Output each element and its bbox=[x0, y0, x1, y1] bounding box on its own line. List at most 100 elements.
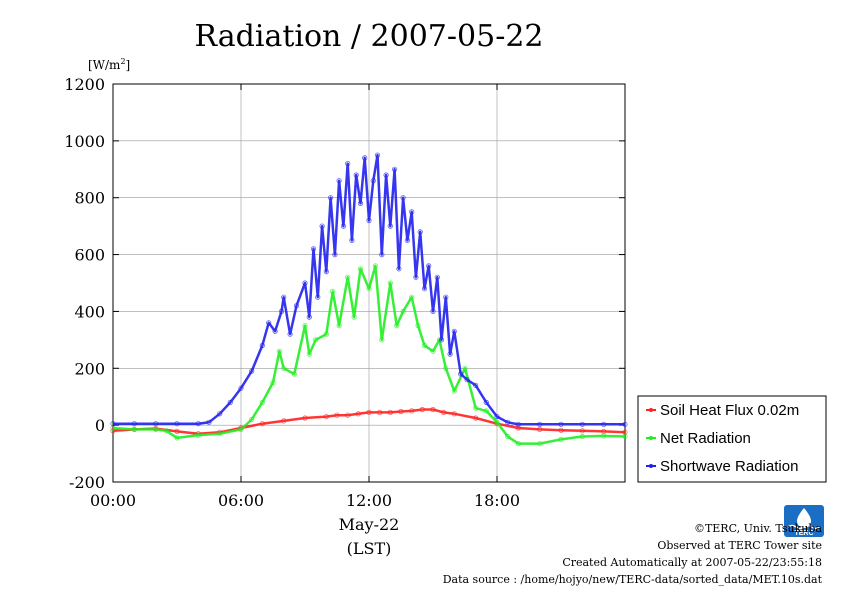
legend-box bbox=[637, 395, 827, 483]
data-point bbox=[558, 436, 564, 442]
data-point bbox=[306, 314, 312, 320]
data-point bbox=[622, 421, 628, 427]
data-point bbox=[409, 294, 415, 300]
y-tick-label: 800 bbox=[74, 189, 105, 208]
data-point bbox=[281, 294, 287, 300]
data-point bbox=[409, 408, 415, 414]
data-point bbox=[579, 428, 585, 434]
data-point bbox=[131, 426, 137, 432]
data-point bbox=[601, 433, 607, 439]
data-point bbox=[430, 308, 436, 314]
data-point bbox=[281, 365, 287, 371]
series-line-shortwave-radiation bbox=[113, 153, 625, 426]
data-point bbox=[315, 294, 321, 300]
series-line-soil-heat-flux-0-02m bbox=[112, 408, 626, 435]
data-point bbox=[400, 308, 406, 314]
data-point bbox=[353, 172, 359, 178]
data-point bbox=[464, 377, 470, 383]
data-point bbox=[206, 419, 212, 425]
data-point bbox=[259, 342, 265, 349]
data-point bbox=[336, 322, 342, 329]
x-tick-label: 18:00 bbox=[474, 491, 520, 510]
data-point bbox=[426, 263, 432, 269]
data-point bbox=[291, 371, 297, 377]
data-point bbox=[374, 152, 381, 158]
data-point bbox=[441, 409, 447, 415]
data-point bbox=[417, 229, 423, 235]
data-point bbox=[278, 308, 285, 314]
data-point bbox=[387, 280, 393, 286]
terc-logo: TERC bbox=[784, 505, 824, 537]
y-tick-label: 600 bbox=[74, 246, 105, 265]
data-point bbox=[483, 399, 489, 405]
data-point bbox=[355, 411, 361, 417]
axis-ticks: -200 0 200 400 600 800 1000 1200 00:00 06:00 12:00… bbox=[64, 75, 625, 510]
data-point bbox=[238, 385, 244, 391]
terc-logo-text: TERC bbox=[794, 530, 813, 537]
x-tick-label: 06:00 bbox=[218, 491, 264, 510]
y-tick-label: 400 bbox=[74, 302, 105, 321]
data-point bbox=[351, 314, 357, 320]
data-point bbox=[505, 419, 511, 425]
water-drop-icon bbox=[797, 508, 811, 528]
legend-label: Net Radiation bbox=[660, 430, 751, 447]
data-point bbox=[323, 413, 329, 420]
data-point bbox=[131, 421, 137, 427]
data-point bbox=[266, 320, 272, 326]
data-point bbox=[451, 388, 457, 394]
data-point bbox=[379, 252, 385, 258]
footer-created: Created Automatically at 2007-05-22/23:5… bbox=[562, 556, 822, 569]
data-point bbox=[601, 421, 607, 427]
wave-icon bbox=[787, 524, 821, 530]
data-point bbox=[238, 426, 244, 432]
data-point bbox=[327, 195, 334, 201]
data-point bbox=[413, 274, 419, 280]
legend-marker bbox=[649, 408, 653, 412]
data-point bbox=[276, 348, 282, 354]
data-point bbox=[494, 419, 500, 425]
data-point bbox=[515, 421, 521, 427]
data-point bbox=[259, 421, 265, 427]
chart-title: Radiation / 2007-05-22 bbox=[194, 19, 543, 54]
data-point bbox=[370, 178, 376, 184]
data-point bbox=[398, 408, 404, 415]
data-point bbox=[438, 337, 445, 343]
data-point bbox=[287, 331, 293, 337]
data-point bbox=[270, 379, 276, 386]
data-point bbox=[462, 365, 468, 371]
data-point bbox=[357, 266, 364, 272]
legend-label: Soil Heat Flux 0.02m bbox=[660, 402, 799, 419]
x-axis-unit-label: (LST) bbox=[347, 539, 392, 558]
data-point bbox=[473, 382, 479, 388]
series-line-net-radiation bbox=[112, 264, 626, 445]
y-tick-label: 0 bbox=[95, 416, 105, 435]
data-point bbox=[323, 331, 329, 337]
data-point bbox=[323, 268, 329, 275]
data-point bbox=[443, 365, 449, 371]
data-point bbox=[249, 368, 255, 374]
y-tick-label: 1000 bbox=[64, 132, 105, 151]
data-point bbox=[537, 426, 543, 432]
data-point bbox=[430, 348, 436, 354]
data-point bbox=[281, 418, 287, 424]
x-tick-label: 00:00 bbox=[90, 491, 136, 510]
data-point bbox=[447, 351, 453, 357]
data-point bbox=[400, 195, 406, 201]
data-point bbox=[443, 294, 449, 300]
y-tick-label: -200 bbox=[69, 473, 105, 492]
data-point bbox=[537, 440, 543, 447]
data-point bbox=[421, 286, 428, 292]
data-point bbox=[383, 172, 389, 178]
footer-site: Observed at TERC Tower site bbox=[657, 539, 822, 552]
data-point bbox=[451, 411, 457, 417]
legend: Soil Heat Flux 0.02m Net Radiation Shortwa… bbox=[637, 395, 827, 483]
data-point bbox=[217, 411, 223, 417]
data-point bbox=[302, 280, 308, 286]
data-point bbox=[391, 166, 398, 172]
data-point bbox=[330, 288, 336, 295]
data-point bbox=[377, 409, 383, 415]
data-point bbox=[419, 406, 425, 413]
data-point bbox=[336, 178, 342, 184]
data-point bbox=[458, 371, 464, 377]
